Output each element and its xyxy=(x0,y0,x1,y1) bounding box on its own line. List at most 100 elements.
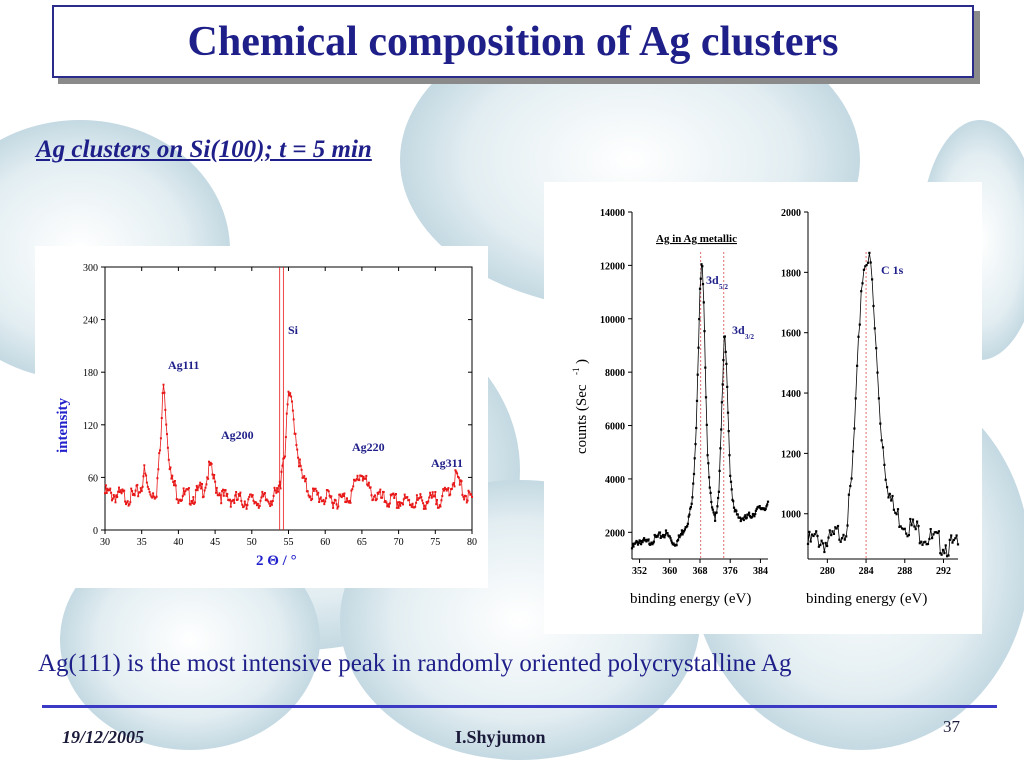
xps-ag-data-point xyxy=(682,531,685,534)
xps-ag-data-point xyxy=(698,287,702,290)
xps-ag-data-point xyxy=(742,517,745,520)
xrd-data-point xyxy=(402,498,405,501)
xps-ag-data-point xyxy=(640,543,643,546)
xrd-data-point xyxy=(248,495,251,498)
xrd-data-point xyxy=(331,501,334,504)
xps-ag-data-point xyxy=(680,532,683,536)
xps-ag-data-point xyxy=(650,541,653,544)
xps-ag-data-point xyxy=(632,545,635,548)
xrd-data-point xyxy=(275,491,278,494)
xps-c1s-data-point xyxy=(862,268,865,271)
xrd-data-point xyxy=(247,498,250,501)
xrd-x-tick-label: 45 xyxy=(210,537,220,548)
xrd-data-point xyxy=(214,480,217,483)
xrd-data-point xyxy=(425,501,428,504)
xrd-data-point xyxy=(388,505,390,508)
xps-c1s-x-tick-label: 292 xyxy=(936,566,951,577)
xrd-data-point xyxy=(197,486,200,489)
xrd-data-point xyxy=(419,493,422,496)
xrd-data-point xyxy=(325,497,328,500)
xrd-data-point xyxy=(146,485,149,488)
xrd-data-point xyxy=(319,497,321,500)
xrd-data-point xyxy=(250,495,253,498)
xrd-xlabel: 2 Θ / ° xyxy=(256,553,297,569)
xrd-data-point xyxy=(158,452,161,455)
xrd-data-point xyxy=(277,484,280,487)
xrd-data-point xyxy=(219,494,222,497)
xrd-data-point xyxy=(395,493,397,495)
xrd-data-point xyxy=(426,502,429,505)
xps-c1s-data-point xyxy=(888,492,891,495)
xrd-data-point xyxy=(334,499,337,502)
xrd-data-point xyxy=(139,487,142,490)
xps-ylabel-sup: -1 xyxy=(571,368,581,376)
xrd-data-point xyxy=(145,474,148,477)
xrd-data-point xyxy=(362,475,365,478)
xps-ag-data-point xyxy=(693,457,696,460)
xrd-data-point xyxy=(358,479,361,482)
xrd-data-point xyxy=(429,494,432,497)
xrd-data-point xyxy=(457,476,460,479)
xps-ag-data-point xyxy=(679,534,682,537)
xrd-data-point xyxy=(454,469,457,472)
xrd-data-point xyxy=(321,500,324,503)
xrd-data-point xyxy=(447,487,450,490)
xps-c1s-data-point xyxy=(932,533,935,536)
xrd-data-point xyxy=(310,499,313,502)
xrd-data-point xyxy=(347,501,350,504)
xps-ag-data-point xyxy=(728,454,731,457)
xrd-data-point xyxy=(336,507,339,510)
xrd-data-point xyxy=(152,495,155,498)
xps-ag-data-point xyxy=(700,263,703,266)
xps-ag-data-point xyxy=(732,506,736,509)
xrd-data-point xyxy=(443,489,445,492)
xrd-data-point xyxy=(443,486,446,489)
xrd-data-point xyxy=(208,460,210,463)
xrd-data-point xyxy=(194,501,196,504)
xps-ag-data-point xyxy=(709,491,712,494)
xps-ag-data-point xyxy=(691,496,694,499)
xrd-data-point xyxy=(381,496,383,499)
title-box: Chemical composition of Ag clusters xyxy=(52,5,974,78)
xps-ag-data-point xyxy=(695,426,698,430)
xrd-data-point xyxy=(323,503,326,506)
xrd-data-point xyxy=(263,493,265,496)
xrd-data-point xyxy=(318,501,321,503)
xrd-data-point xyxy=(289,392,292,395)
xrd-data-point xyxy=(266,499,269,502)
xrd-data-point xyxy=(298,465,300,468)
xrd-y-tick-label: 0 xyxy=(93,526,98,537)
xps-ag-data-point xyxy=(722,358,725,362)
xps-c1s-data-point xyxy=(853,427,856,430)
xrd-data-point xyxy=(253,502,256,505)
xrd-data-point xyxy=(346,497,348,500)
xrd-x-tick-label: 70 xyxy=(394,537,404,548)
xps-ag-data-point xyxy=(766,503,769,506)
xps-c1s-data-point xyxy=(933,531,936,534)
xrd-data-point xyxy=(172,481,175,483)
xrd-data-point xyxy=(418,497,421,500)
xps-ag-data-point xyxy=(764,507,767,510)
xps-ag-x-tick-label: 368 xyxy=(693,566,708,577)
xps-ag-data-point xyxy=(664,534,667,537)
xrd-data-point xyxy=(298,458,301,461)
xps-c1s-data-point xyxy=(820,539,823,542)
xrd-label-ag311: Ag311 xyxy=(431,456,463,470)
xps-ag-data-point xyxy=(636,543,640,546)
xps-ag-data-point xyxy=(739,519,742,523)
xps-ag-data-point xyxy=(723,335,726,338)
xps-c1s-data-point xyxy=(901,527,904,530)
xps-ylabel: counts (Sec -1 ) xyxy=(571,359,590,454)
xrd-x-tick-label: 80 xyxy=(467,537,477,548)
xrd-x-tick-label: 65 xyxy=(357,537,367,548)
xrd-data-point xyxy=(427,500,430,503)
xps-c1s-data-point xyxy=(880,439,883,442)
xrd-x-tick-label: 55 xyxy=(284,537,294,548)
xrd-data-point xyxy=(332,502,335,504)
xps-ag-data-point xyxy=(695,399,699,402)
xrd-data-point xyxy=(108,489,111,491)
xrd-data-point xyxy=(174,484,177,487)
xrd-data-point xyxy=(194,489,197,492)
xrd-data-point xyxy=(422,502,425,505)
xps-c1s-data-point xyxy=(921,543,924,546)
